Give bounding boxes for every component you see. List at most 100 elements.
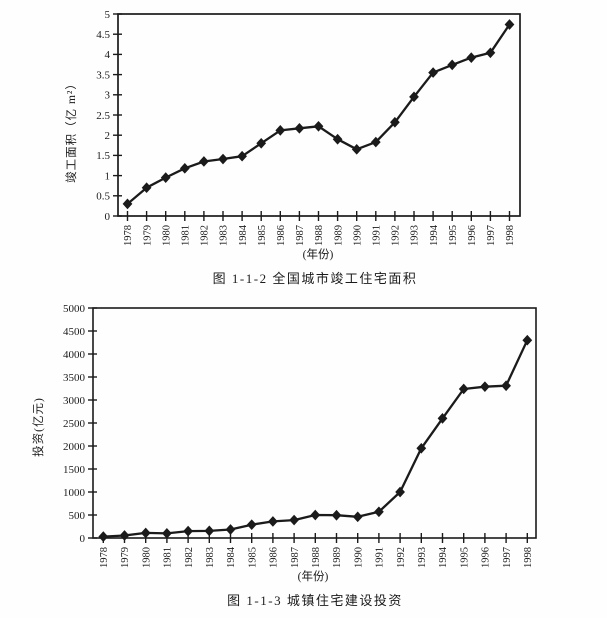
x-tick-label: 1992 <box>396 547 407 568</box>
x-tick-label: 1997 <box>486 225 497 246</box>
figure-caption-1-1-3: 图 1-1-3 城镇住宅建设投资 <box>227 593 403 608</box>
x-tick-label: 1992 <box>391 225 402 246</box>
data-point-marker <box>466 52 477 63</box>
data-point-marker <box>395 486 405 498</box>
y-tick-label: 0.5 <box>96 191 110 203</box>
x-tick-label: 1986 <box>276 225 287 246</box>
plot-border <box>92 307 537 539</box>
y-tick-label: 0 <box>80 533 86 545</box>
y-tick-label: 500 <box>69 510 86 522</box>
x-axis-label-year-top: (年份) <box>303 247 334 261</box>
y-tick-label: 3000 <box>63 395 86 407</box>
figure-caption-1-1-2: 图 1-1-2 全国城市竣工住宅面积 <box>213 271 418 286</box>
x-tick-label: 1987 <box>290 547 301 568</box>
x-tick-label: 1993 <box>410 225 421 246</box>
x-tick-label: 1994 <box>429 224 440 246</box>
x-tick-label: 1995 <box>459 547 470 568</box>
data-point-marker <box>332 133 343 145</box>
data-point-marker <box>218 153 228 165</box>
x-tick-label: 1981 <box>180 225 191 246</box>
data-point-marker <box>183 525 193 537</box>
x-tick-label: 1980 <box>161 225 172 246</box>
data-point-marker <box>485 47 496 59</box>
x-tick-label: 1980 <box>141 547 152 568</box>
data-point-marker <box>480 381 490 393</box>
x-tick-label: 1986 <box>269 547 280 568</box>
data-point-marker <box>331 509 342 521</box>
data-point-marker <box>237 150 247 162</box>
x-tick-label: 1988 <box>311 547 322 568</box>
x-tick-label: 1991 <box>375 547 386 568</box>
x-tick-label: 1998 <box>505 225 516 246</box>
x-tick-label: 1982 <box>184 547 195 568</box>
y-tick-label: 2.5 <box>96 110 110 122</box>
data-point-marker <box>351 143 362 155</box>
x-tick-label: 1998 <box>523 547 534 568</box>
y-tick-label: 2500 <box>63 418 86 430</box>
x-tick-label: 1981 <box>163 547 174 568</box>
y-tick-label: 3.5 <box>96 69 110 81</box>
data-point-marker <box>225 524 236 535</box>
x-tick-label: 1985 <box>247 547 258 568</box>
y-tick-label: 3 <box>105 90 111 102</box>
data-point-marker <box>522 334 533 346</box>
data-point-marker <box>204 525 215 537</box>
data-point-marker <box>458 383 469 395</box>
x-tick-label: 1979 <box>142 225 153 246</box>
x-tick-label: 1979 <box>120 547 131 568</box>
data-point-marker <box>416 442 427 454</box>
x-tick-label: 1985 <box>257 225 268 246</box>
data-point-marker <box>160 172 171 183</box>
x-axis-label-year-bottom: (年份) <box>298 569 329 583</box>
y-tick-label: 5000 <box>63 303 86 315</box>
y-tick-label: 1500 <box>63 464 86 476</box>
y-axis-label-investment: 投资(亿元) <box>31 397 45 457</box>
plot-border <box>117 13 521 217</box>
x-tick-label: 1983 <box>205 547 216 568</box>
plot-area: 0 500 1000 1500 2000 2500 3000 3500 4000 4500 5000… <box>63 303 537 568</box>
x-tick-label: 1994 <box>438 546 449 568</box>
chart-housing-investment: 0 500 1000 1500 2000 2500 3000 3500 4000 4500 5000… <box>31 303 537 608</box>
x-tick-label: 1989 <box>332 547 343 568</box>
chart-completed-housing-area: 0 0.5 1 1.5 2 2.5 3 3.5 4 4.5 5 1978 1979 1980 1981 198… <box>64 9 521 286</box>
x-tick-label: 1982 <box>200 225 211 246</box>
y-tick-label: 5 <box>105 9 111 21</box>
y-tick-label: 2000 <box>63 441 86 453</box>
data-point-marker <box>409 91 419 103</box>
data-point-marker <box>275 125 286 136</box>
series-line <box>126 23 511 206</box>
x-tick-label: 1991 <box>371 225 382 246</box>
data-point-marker <box>310 509 321 521</box>
data-point-marker <box>289 514 299 526</box>
y-tick-label: 1000 <box>63 487 86 499</box>
data-point-marker <box>313 120 324 132</box>
y-tick-label: 2 <box>105 130 111 142</box>
data-point-marker <box>447 59 458 71</box>
data-point-marker <box>162 528 172 539</box>
data-point-marker <box>374 506 384 518</box>
y-tick-label: 4 <box>105 49 111 61</box>
data-point-marker <box>246 519 257 531</box>
data-point-marker <box>98 531 109 542</box>
series-line <box>102 339 529 538</box>
data-point-marker <box>179 162 190 174</box>
x-tick-label: 1984 <box>226 546 237 568</box>
x-tick-label: 1995 <box>448 225 459 246</box>
data-point-marker <box>437 413 448 424</box>
data-point-marker <box>370 136 381 148</box>
y-tick-label: 4.5 <box>96 29 110 41</box>
data-point-marker <box>501 380 511 392</box>
x-tick-label: 1996 <box>467 225 478 246</box>
data-point-marker <box>122 198 133 210</box>
data-point-marker <box>428 67 438 78</box>
y-axis-label-completed-area: 竣工面积（亿 m²） <box>64 77 78 183</box>
x-tick-label: 1983 <box>219 225 230 246</box>
plot-area: 0 0.5 1 1.5 2 2.5 3 3.5 4 4.5 5 1978 1979 1980 1981 198… <box>96 9 521 246</box>
y-tick-label: 0 <box>105 211 111 223</box>
y-tick-label: 4000 <box>63 349 86 361</box>
data-point-marker <box>294 122 305 134</box>
data-point-marker <box>140 527 151 539</box>
data-point-marker <box>141 182 152 194</box>
y-tick-label: 1.5 <box>96 150 110 162</box>
